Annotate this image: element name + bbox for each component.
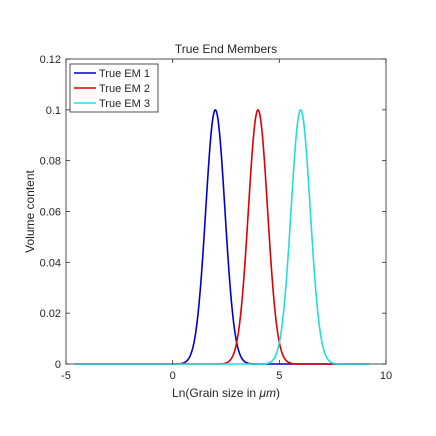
- x-axis-label: Ln(Grain size in μm): [172, 386, 280, 400]
- y-tick-label: 0.08: [40, 156, 61, 168]
- y-tick-label: 0.06: [40, 207, 61, 219]
- y-tick-label: 0.02: [40, 308, 61, 320]
- x-axis-label-suffix: ): [276, 386, 280, 400]
- y-tick-label: 0.12: [40, 54, 61, 66]
- legend-label-em2: True EM 2: [99, 83, 150, 95]
- chart-title: True End Members: [175, 42, 277, 56]
- legend-label-em1: True EM 1: [99, 68, 150, 80]
- x-axis-label-prefix: Ln(Grain size in: [172, 386, 259, 400]
- series-layer: [74, 108, 369, 365]
- y-axis-label: Volume content: [23, 169, 37, 252]
- x-axis-label-unit: μm: [258, 386, 276, 400]
- y-tick-label: 0: [55, 359, 61, 371]
- x-tick-label: 5: [276, 370, 282, 382]
- y-tick-label: 0.1: [46, 105, 61, 117]
- x-tick-label: -5: [61, 370, 71, 382]
- legend-label-em3: True EM 3: [99, 98, 150, 110]
- x-tick-label: 0: [170, 370, 176, 382]
- x-tick-label: 10: [380, 370, 392, 382]
- series-line-em3: [74, 108, 369, 365]
- legend: True EM 1 True EM 2 True EM 3: [69, 63, 159, 113]
- y-tick-label: 0.04: [40, 257, 61, 269]
